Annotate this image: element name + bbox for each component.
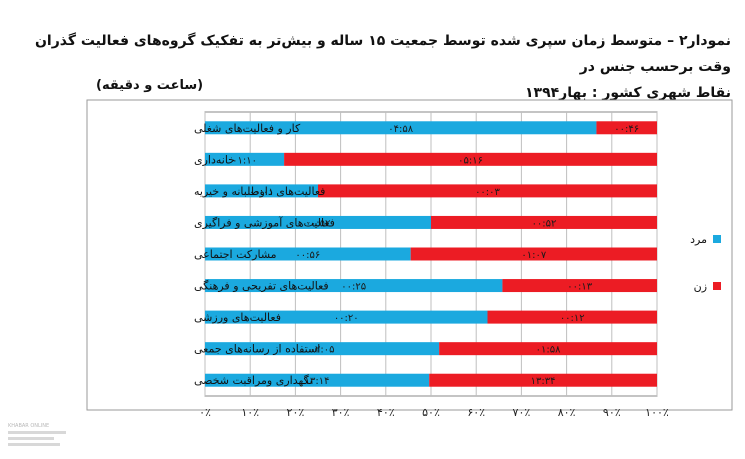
x-tick-label: ۲۰٪ <box>287 406 305 419</box>
legend-swatch <box>713 282 721 290</box>
bar-segment <box>205 184 318 198</box>
data-label: ۰۱:۰۷ <box>521 250 546 261</box>
data-label: ۰۰:۱۲ <box>560 313 585 324</box>
chart-title-line-2: نقاط شهری کشور : بهار۱۳۹۴ <box>524 85 731 101</box>
data-label: ۰۰:۵۲ <box>532 218 557 229</box>
legend-swatch <box>713 235 721 243</box>
category-label: فعالیت‌های ورزشی <box>194 311 281 324</box>
x-tick-label: ۱۰۰٪ <box>645 406 669 419</box>
category-label: فعالیت‌های تفریحی و فرهنگی <box>194 280 329 293</box>
x-tick-label: ۷۰٪ <box>513 406 531 419</box>
bar-segment <box>205 121 597 135</box>
category-labels: کار و فعالیت‌های شغلی خانه‌داری فعالیت‌های… <box>194 122 335 387</box>
data-label: ۰۰:۲۵ <box>341 282 366 293</box>
x-tick-label: ۹۰٪ <box>603 406 621 419</box>
x-tick-label: ۶۰٪ <box>467 406 485 419</box>
data-label: ۱۳:۳۴ <box>531 376 556 387</box>
data-label: ۰۰:۵۲ <box>306 218 331 229</box>
data-label: ۱۳:۱۴ <box>305 376 330 387</box>
x-tick-label: ۴۰٪ <box>377 406 395 419</box>
bar-segment <box>431 215 657 229</box>
bar-segment <box>205 342 440 356</box>
bar-segment <box>429 373 657 387</box>
chart-title: نمودار۲ – متوسط زمان سپری شده توسط جمعیت… <box>16 28 731 106</box>
category-label: خانه‌داری <box>194 153 235 166</box>
x-tick-label: ۸۰٪ <box>558 406 576 419</box>
category-label: کار و فعالیت‌های شغلی <box>194 122 301 135</box>
legend-label: زن <box>694 280 707 293</box>
bar-segment <box>205 279 503 293</box>
x-tick-labels: ۰٪ ۱۰٪ ۲۰٪ ۳۰٪ ۴۰٪ ۵۰٪ ۶۰٪ ۷۰٪ ۸۰٪ ۹۰٪ ۱۰۰٪ <box>199 406 669 419</box>
category-label: نگهداری ومراقبت شخصی <box>194 374 313 387</box>
watermark-logo-icon: KHABAR ONLINE <box>8 423 66 446</box>
bars: ۰۴:۵۸ ۰۰:۴۶ ۰۱:۱۰ ۰۵:۱۶ ۰۰:۰۱ ۰۰:۰۳ ۰۰:۵۲ ۰۰:۵۲… <box>205 121 657 387</box>
category-label: استفاده از رسانه‌های جمعی <box>194 343 320 356</box>
category-label: فعالیت‌های آموزشی و فراگیری <box>194 215 335 229</box>
data-label: ۰۰:۱۳ <box>567 282 592 293</box>
bar-segment <box>487 310 657 324</box>
unit-label: (ساعت و دقیقه) <box>96 78 204 93</box>
legend-label: مرد <box>690 233 707 246</box>
data-label: ۰۱:۵۸ <box>536 345 561 356</box>
bar-segment <box>205 310 488 324</box>
bar-segment <box>439 342 657 356</box>
bar-segment <box>205 152 285 166</box>
bar-segment <box>410 247 657 261</box>
data-label: ۰۰:۴۶ <box>614 124 639 135</box>
legend: مرد زن <box>690 233 721 293</box>
bar-segment <box>284 152 657 166</box>
data-label: ۰۲:۰۵ <box>310 345 335 356</box>
data-label: ۰۰:۲۰ <box>334 313 359 324</box>
x-tick-label: ۵۰٪ <box>422 406 440 419</box>
bar-segment <box>205 247 411 261</box>
x-tick-label: ۱۰٪ <box>241 406 259 419</box>
bar-segment <box>205 215 431 229</box>
category-label: مشارکت اجتماعی <box>194 248 277 261</box>
bar-segment <box>205 373 430 387</box>
bar-segment <box>318 184 657 198</box>
svg-text:KHABAR ONLINE: KHABAR ONLINE <box>8 423 49 429</box>
data-label: ۰۵:۱۶ <box>458 155 483 166</box>
data-label: ۰۰:۵۶ <box>295 250 320 261</box>
data-label: ۰۰:۰۳ <box>475 187 500 198</box>
x-tick-label: ۰٪ <box>199 406 211 419</box>
bar-segment <box>596 121 657 135</box>
data-label: ۰۴:۵۸ <box>388 124 413 135</box>
category-label: فعالیت‌های داوطلبانه و خیریه <box>194 185 325 198</box>
data-label: ۰۱:۱۰ <box>232 155 257 166</box>
x-tick-label: ۳۰٪ <box>332 406 350 419</box>
data-label: ۰۰:۰۱ <box>249 187 274 198</box>
bar-segment <box>502 279 657 293</box>
chart-title-line-1: نمودار۲ – متوسط زمان سپری شده توسط جمعیت… <box>34 33 731 75</box>
